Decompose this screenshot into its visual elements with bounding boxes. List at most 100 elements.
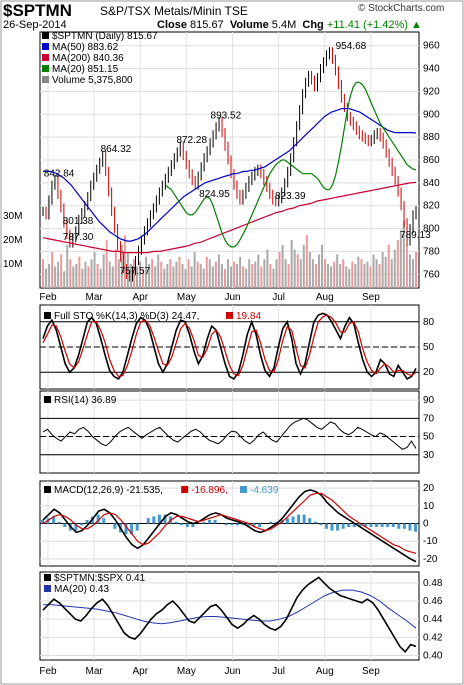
volume-bar bbox=[290, 240, 293, 288]
volume-bar bbox=[93, 252, 96, 288]
macd-hist-bar bbox=[180, 523, 184, 526]
volume-bar bbox=[178, 256, 181, 288]
macd-hist-bar bbox=[57, 521, 61, 524]
volume-bar bbox=[366, 261, 369, 288]
volume-bar bbox=[126, 252, 129, 288]
macd-hist-bar bbox=[102, 518, 106, 524]
volume-bar bbox=[48, 264, 51, 288]
volume-bar bbox=[193, 252, 196, 288]
volume-bar bbox=[96, 264, 99, 288]
macd-hist-bar bbox=[274, 521, 278, 524]
macd-hist-bar bbox=[414, 523, 417, 532]
y-tick-label-macd: 20 bbox=[423, 483, 435, 494]
macd-hist-bar bbox=[302, 514, 306, 524]
volume-bar bbox=[72, 266, 75, 288]
macd-hist-bar bbox=[285, 518, 289, 524]
legend-label: MA(20) 851.15 bbox=[52, 64, 119, 75]
volume-bar bbox=[136, 266, 139, 288]
macd-hist-bar bbox=[369, 523, 373, 528]
volume-bar bbox=[378, 264, 381, 288]
volume-tick-label: 10M bbox=[3, 259, 22, 270]
macd-hist-bar bbox=[330, 523, 334, 531]
volume-bar bbox=[42, 259, 44, 288]
macd-hist-bar bbox=[235, 523, 239, 526]
volume-bar bbox=[87, 266, 90, 288]
volume-bar bbox=[108, 261, 111, 288]
volume-bar bbox=[287, 264, 290, 288]
y-tick-label-rsi: 50 bbox=[423, 432, 435, 443]
volume-bar bbox=[342, 259, 345, 288]
y-tick-label-stochastic: 20 bbox=[423, 367, 435, 378]
legend-label: Full STO %K(14,3) %D(3) 24.47, bbox=[54, 311, 199, 322]
macd-hist-bar bbox=[341, 523, 345, 529]
volume-bar bbox=[114, 249, 117, 288]
volume-bar bbox=[142, 268, 145, 288]
volume-bar bbox=[266, 249, 269, 288]
macd-hist-bar bbox=[157, 514, 161, 524]
volume-value: 5.4M bbox=[271, 19, 297, 31]
y-tick-label-ratio: 0.46 bbox=[423, 596, 443, 607]
legend-swatch bbox=[44, 486, 51, 493]
y-tick-label-ratio: 0.42 bbox=[423, 632, 443, 643]
y-tick-label-rsi: 70 bbox=[423, 413, 435, 424]
volume-bar bbox=[163, 268, 166, 288]
y-tick-label-price: 940 bbox=[423, 64, 440, 75]
volume-bar bbox=[160, 261, 163, 288]
legend-label: MACD(12,26,9) -21.535, bbox=[54, 485, 163, 496]
macd-hist-bar bbox=[191, 523, 195, 528]
month-label: Sep bbox=[362, 666, 380, 677]
y-tick-label-stochastic: 80 bbox=[423, 317, 435, 328]
volume-bar bbox=[408, 254, 411, 288]
macd-hist-bar bbox=[124, 523, 128, 535]
macd-hist-bar bbox=[113, 523, 117, 529]
volume-bar bbox=[333, 261, 336, 288]
volume-bar bbox=[372, 254, 375, 288]
macd-hist-bar bbox=[246, 523, 250, 528]
macd-hist-bar bbox=[386, 523, 390, 528]
macd-hist-bar bbox=[397, 523, 401, 529]
quote-line: Close 815.67 Volume 5.4M Chg +11.41 (+1.… bbox=[157, 19, 422, 31]
volume-bar bbox=[63, 271, 66, 288]
chg-arrow-icon: ▲ bbox=[411, 19, 422, 31]
legend-label: RSI(14) 36.89 bbox=[54, 395, 117, 406]
volume-bar bbox=[190, 266, 193, 288]
volume-bar bbox=[175, 261, 178, 288]
macd-hist-bar bbox=[135, 523, 139, 531]
macd-hist-bar bbox=[402, 523, 406, 529]
y-tick-label-macd: -20 bbox=[423, 554, 438, 565]
volume-bar bbox=[105, 240, 108, 288]
month-label: Apr bbox=[132, 666, 148, 677]
macd-hist-bar bbox=[202, 521, 206, 524]
legend-label: $SPTMN:$SPX 0.41 bbox=[54, 573, 146, 584]
close-value: 815.67 bbox=[190, 19, 224, 31]
legend-swatch bbox=[44, 585, 51, 592]
price-annotation: 893.52 bbox=[211, 111, 242, 122]
macd-hist-bar bbox=[258, 523, 262, 528]
month-label: May bbox=[177, 666, 196, 677]
volume-bar bbox=[120, 244, 123, 288]
macd-hist-bar bbox=[291, 516, 295, 524]
volume-bar bbox=[223, 268, 226, 288]
volume-bar bbox=[360, 259, 363, 288]
credit: © StockCharts.com bbox=[358, 3, 445, 14]
volume-bar bbox=[69, 259, 72, 288]
macd-hist-bar bbox=[358, 523, 362, 528]
legend-label: -4.639 bbox=[250, 485, 279, 496]
month-label: Aug bbox=[316, 292, 334, 303]
macd-hist-bar bbox=[146, 518, 150, 524]
panel-frame-rsi bbox=[39, 390, 420, 474]
month-label: Jun bbox=[224, 292, 240, 303]
volume-bar bbox=[354, 264, 357, 288]
volume-bar bbox=[396, 240, 399, 288]
y-tick-label-ratio: 0.44 bbox=[423, 614, 443, 625]
volume-bar bbox=[75, 264, 78, 288]
macd-hist-bar bbox=[52, 516, 56, 524]
volume-bar bbox=[236, 264, 239, 288]
macd-hist-bar bbox=[41, 519, 44, 524]
volume-bar bbox=[308, 252, 311, 288]
volume-bar bbox=[54, 266, 57, 288]
volume-bar bbox=[78, 256, 81, 288]
volume-bar bbox=[242, 266, 245, 288]
volume-bar bbox=[60, 254, 63, 288]
